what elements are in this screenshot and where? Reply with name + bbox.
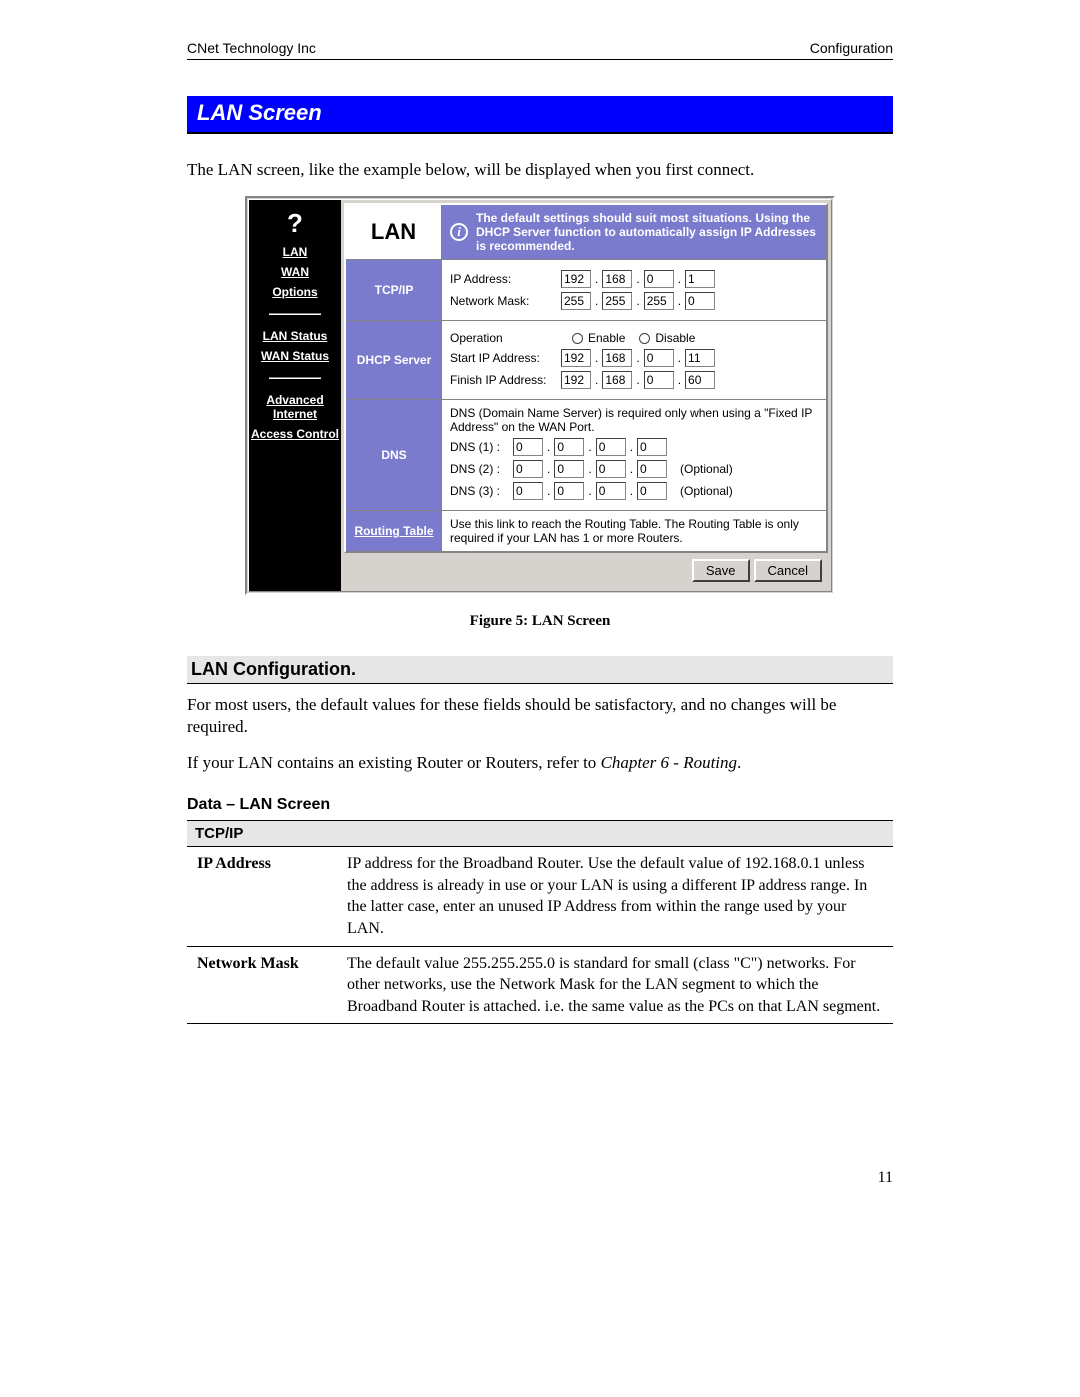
table-value: IP address for the Broadband Router. Use… (337, 847, 893, 946)
dhcp-label: DHCP Server (346, 321, 442, 399)
table-section: TCP/IP (187, 821, 893, 847)
info-banner: i The default settings should suit most … (442, 205, 826, 259)
dns3-octet-1[interactable] (513, 482, 543, 500)
mask-octet-4[interactable] (685, 292, 715, 310)
routing-table-link[interactable]: Routing Table (346, 511, 442, 551)
lan-config-p1: For most users, the default values for t… (187, 694, 893, 738)
start-octet-3[interactable] (644, 349, 674, 367)
enable-label: Enable (588, 331, 625, 345)
dns3-octet-3[interactable] (596, 482, 626, 500)
intro-text: The LAN screen, like the example below, … (187, 160, 893, 180)
nav-lan[interactable]: LAN (249, 245, 341, 259)
netmask-label: Network Mask: (450, 294, 558, 308)
ip-octet-3[interactable] (644, 270, 674, 288)
dns2-octet-4[interactable] (637, 460, 667, 478)
nav-options[interactable]: Options (249, 285, 341, 299)
page-header: CNet Technology Inc Configuration (187, 40, 893, 60)
table-key: IP Address (187, 847, 337, 946)
lan-panel: LAN i The default settings should suit m… (344, 203, 828, 553)
start-octet-4[interactable] (685, 349, 715, 367)
data-table-heading: Data – LAN Screen (187, 796, 893, 814)
panel-title: LAN (346, 205, 442, 259)
page-number: 11 (878, 1169, 893, 1187)
dns1-octet-4[interactable] (637, 438, 667, 456)
finish-ip-label: Finish IP Address: (450, 373, 558, 387)
mask-octet-2[interactable] (602, 292, 632, 310)
finish-octet-3[interactable] (644, 371, 674, 389)
header-right: Configuration (810, 40, 893, 56)
ip-octet-4[interactable] (685, 270, 715, 288)
dns1-octet-3[interactable] (596, 438, 626, 456)
dns2-octet-2[interactable] (554, 460, 584, 478)
finish-octet-4[interactable] (685, 371, 715, 389)
ip-octet-2[interactable] (602, 270, 632, 288)
disable-label: Disable (655, 331, 695, 345)
lan-config-p2: If your LAN contains an existing Router … (187, 752, 893, 774)
nav-sidebar: ? LAN WAN Options LAN Status WAN Status … (249, 200, 341, 591)
finish-octet-1[interactable] (561, 371, 591, 389)
dns2-octet-1[interactable] (513, 460, 543, 478)
help-icon[interactable]: ? (249, 208, 341, 239)
table-key: Network Mask (187, 946, 337, 1024)
save-button[interactable]: Save (692, 559, 750, 582)
ip-octet-1[interactable] (561, 270, 591, 288)
nav-advanced-internet[interactable]: Advanced Internet (249, 393, 341, 421)
operation-label: Operation (450, 331, 558, 345)
info-icon: i (450, 223, 468, 241)
dns-row-label: DNS (2) : (450, 462, 510, 476)
section-title: LAN Screen (187, 96, 893, 134)
dns2-octet-3[interactable] (596, 460, 626, 478)
dns3-octet-4[interactable] (637, 482, 667, 500)
start-ip-label: Start IP Address: (450, 351, 558, 365)
sidebar-divider (269, 313, 321, 315)
routing-text: Use this link to reach the Routing Table… (442, 511, 826, 551)
lan-screenshot: ? LAN WAN Options LAN Status WAN Status … (245, 196, 835, 595)
disable-radio[interactable] (639, 333, 650, 344)
lan-config-heading: LAN Configuration. (187, 656, 893, 684)
dns-row-label: DNS (3) : (450, 484, 510, 498)
optional-note: (Optional) (680, 484, 733, 498)
tcpip-label: TCP/IP (346, 260, 442, 320)
mask-octet-1[interactable] (561, 292, 591, 310)
optional-note: (Optional) (680, 462, 733, 476)
dns-row-label: DNS (1) : (450, 440, 510, 454)
nav-access-control[interactable]: Access Control (249, 427, 341, 441)
sidebar-divider (269, 377, 321, 379)
data-table: TCP/IP IP AddressIP address for the Broa… (187, 820, 893, 1024)
dns1-octet-1[interactable] (513, 438, 543, 456)
header-left: CNet Technology Inc (187, 40, 316, 56)
nav-lan-status[interactable]: LAN Status (249, 329, 341, 343)
start-octet-2[interactable] (602, 349, 632, 367)
nav-wan[interactable]: WAN (249, 265, 341, 279)
info-text: The default settings should suit most si… (476, 211, 818, 253)
start-octet-1[interactable] (561, 349, 591, 367)
dns1-octet-2[interactable] (554, 438, 584, 456)
ip-address-label: IP Address: (450, 272, 558, 286)
enable-radio[interactable] (572, 333, 583, 344)
dns-note: DNS (Domain Name Server) is required onl… (450, 406, 818, 434)
dns-label: DNS (346, 400, 442, 510)
finish-octet-2[interactable] (602, 371, 632, 389)
content-area: LAN i The default settings should suit m… (341, 200, 831, 591)
table-value: The default value 255.255.255.0 is stand… (337, 946, 893, 1024)
nav-wan-status[interactable]: WAN Status (249, 349, 341, 363)
dns3-octet-2[interactable] (554, 482, 584, 500)
figure-caption: Figure 5: LAN Screen (187, 613, 893, 630)
mask-octet-3[interactable] (644, 292, 674, 310)
cancel-button[interactable]: Cancel (754, 559, 822, 582)
